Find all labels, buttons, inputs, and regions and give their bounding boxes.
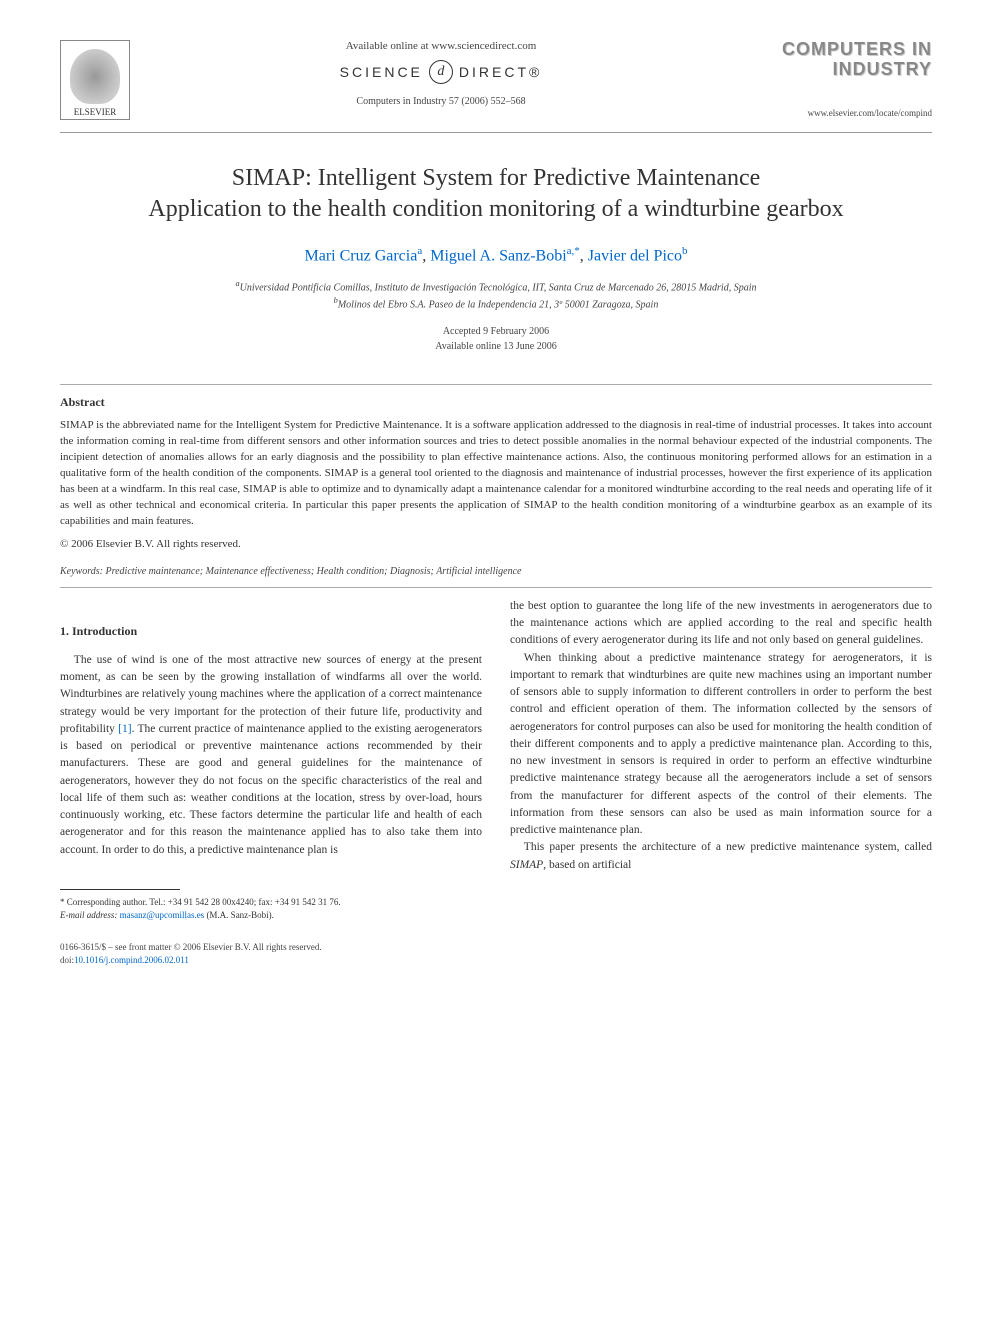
ref-link-1[interactable]: [1] — [118, 723, 131, 735]
elsevier-logo: ELSEVIER — [60, 40, 130, 120]
page-header: ELSEVIER Available online at www.science… — [60, 40, 932, 120]
keywords-text: Predictive maintenance; Maintenance effe… — [103, 566, 522, 577]
abstract-copyright: © 2006 Elsevier B.V. All rights reserved… — [60, 538, 932, 550]
author-2-corr: * — [574, 245, 580, 257]
email-label: E-mail address: — [60, 910, 117, 920]
journal-reference: Computers in Industry 57 (2006) 552–568 — [150, 96, 732, 107]
available-online-text: Available online at www.sciencedirect.co… — [150, 40, 732, 52]
p1b: . The current practice of maintenance ap… — [60, 723, 482, 856]
online-date: Available online 13 June 2006 — [435, 341, 556, 352]
section-1-header: 1. Introduction — [60, 622, 482, 640]
sciencedirect-logo: SCIENCE d DIRECT® — [150, 60, 732, 84]
footnotes: * Corresponding author. Tel.: +34 91 542… — [60, 896, 482, 921]
journal-title-line1: COMPUTERS IN — [752, 40, 932, 60]
sd-at-icon: d — [429, 60, 453, 84]
elsevier-label: ELSEVIER — [74, 107, 117, 117]
doi-line: doi:10.1016/j.compind.2006.02.011 — [60, 954, 482, 967]
keywords-line: Keywords: Predictive maintenance; Mainte… — [60, 566, 932, 577]
header-divider — [60, 132, 932, 133]
journal-url[interactable]: www.elsevier.com/locate/compind — [752, 108, 932, 118]
doi-link[interactable]: 10.1016/j.compind.2006.02.011 — [74, 955, 189, 965]
p3-em: SIMAP — [510, 859, 543, 871]
p3b: , based on artificial — [543, 859, 631, 871]
abstract-body: SIMAP is the abbreviated name for the In… — [60, 418, 932, 530]
abstract-bottom-divider — [60, 587, 932, 588]
author-1-sup: a — [417, 245, 422, 257]
journal-title: COMPUTERS IN INDUSTRY — [752, 40, 932, 80]
issn-line: 0166-3615/$ – see front matter © 2006 El… — [60, 941, 482, 954]
p3a: This paper presents the architecture of … — [524, 841, 932, 853]
bottom-meta: 0166-3615/$ – see front matter © 2006 El… — [60, 941, 482, 966]
body-columns: 1. Introduction The use of wind is one o… — [60, 598, 932, 966]
author-3[interactable]: Javier del Pico — [588, 248, 682, 265]
email-link[interactable]: masanz@upcomillas.es — [120, 910, 205, 920]
journal-title-line2: INDUSTRY — [752, 60, 932, 80]
doi-label: doi: — [60, 955, 74, 965]
keywords-label: Keywords: — [60, 566, 103, 577]
aff-b: Molinos del Ebro S.A. Paseo de la Indepe… — [338, 299, 658, 310]
intro-para-3: This paper presents the architecture of … — [510, 839, 932, 874]
corresponding-author: * Corresponding author. Tel.: +34 91 542… — [60, 896, 482, 909]
article-dates: Accepted 9 February 2006 Available onlin… — [60, 324, 932, 354]
email-name: (M.A. Sanz-Bobi). — [204, 910, 274, 920]
author-2[interactable]: Miguel A. Sanz-Bobi — [430, 248, 566, 265]
intro-para-1: The use of wind is one of the most attra… — [60, 652, 482, 859]
email-line: E-mail address: masanz@upcomillas.es (M.… — [60, 909, 482, 922]
intro-para-2: When thinking about a predictive mainten… — [510, 650, 932, 840]
abstract-header: Abstract — [60, 395, 932, 410]
intro-para-1-cont: the best option to guarantee the long li… — [510, 598, 932, 650]
footnote-divider — [60, 889, 180, 890]
header-center: Available online at www.sciencedirect.co… — [130, 40, 752, 107]
paper-title: SIMAP: Intelligent System for Predictive… — [60, 163, 932, 225]
author-1[interactable]: Mari Cruz Garcia — [304, 248, 417, 265]
title-line2: Application to the health condition moni… — [148, 196, 843, 222]
author-3-sup: b — [682, 245, 688, 257]
title-line1: SIMAP: Intelligent System for Predictive… — [232, 165, 761, 191]
journal-logo-block: COMPUTERS IN INDUSTRY www.elsevier.com/l… — [752, 40, 932, 118]
authors-line: Mari Cruz Garciaa, Miguel A. Sanz-Bobia,… — [60, 245, 932, 265]
sd-left: SCIENCE — [340, 64, 423, 80]
abstract-top-divider — [60, 384, 932, 385]
affiliations: aUniversidad Pontificia Comillas, Instit… — [60, 278, 932, 313]
accepted-date: Accepted 9 February 2006 — [443, 326, 549, 337]
elsevier-tree-icon — [70, 49, 120, 104]
aff-a: Universidad Pontificia Comillas, Institu… — [240, 282, 757, 293]
sd-right: DIRECT® — [459, 64, 542, 80]
